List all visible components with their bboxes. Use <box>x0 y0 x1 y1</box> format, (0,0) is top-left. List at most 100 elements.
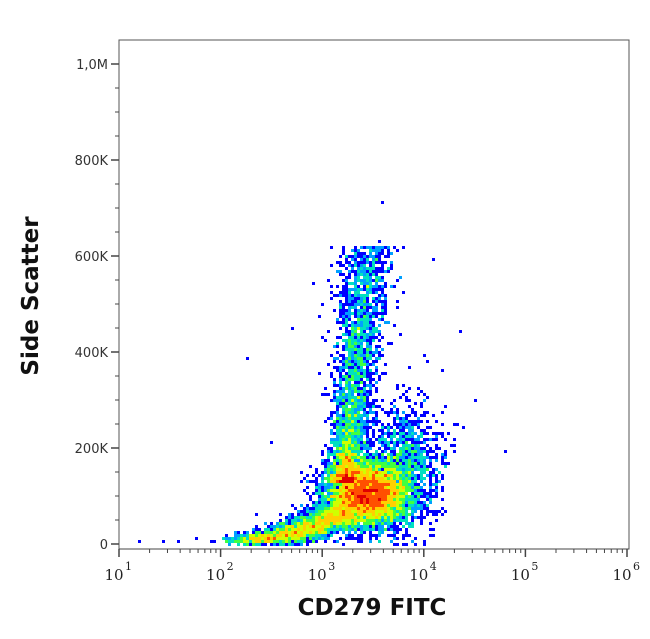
density-cell <box>351 327 354 330</box>
density-cell <box>303 528 306 531</box>
density-cell <box>351 477 354 480</box>
density-cell <box>339 537 342 540</box>
density-cell <box>324 528 327 531</box>
density-cell <box>402 462 405 465</box>
density-cell <box>324 387 327 390</box>
density-cell <box>441 423 444 426</box>
density-cell <box>345 441 348 444</box>
density-cell <box>348 459 351 462</box>
density-cell <box>381 459 384 462</box>
density-cell <box>390 411 393 414</box>
density-cell <box>363 270 366 273</box>
density-cell <box>339 300 342 303</box>
density-cell <box>387 462 390 465</box>
density-cell <box>378 534 381 537</box>
density-cell <box>384 303 387 306</box>
density-cell <box>249 543 252 546</box>
density-cell <box>228 537 231 540</box>
density-cell <box>357 327 360 330</box>
density-cell <box>420 414 423 417</box>
density-cell <box>330 477 333 480</box>
density-cell <box>399 441 402 444</box>
density-cell <box>297 516 300 519</box>
density-cell <box>420 495 423 498</box>
density-cell <box>234 531 237 534</box>
density-cell <box>381 318 384 321</box>
density-cell <box>423 354 426 357</box>
density-cell <box>339 501 342 504</box>
density-cell <box>414 486 417 489</box>
density-cell <box>369 408 372 411</box>
density-cell <box>423 411 426 414</box>
density-cell <box>342 303 345 306</box>
density-cell <box>435 468 438 471</box>
x-tick-label-exponent: 5 <box>531 560 538 573</box>
density-cell <box>402 246 405 249</box>
density-cell <box>438 480 441 483</box>
density-cell <box>396 300 399 303</box>
density-cell <box>381 504 384 507</box>
density-cell <box>342 390 345 393</box>
density-cell <box>417 498 420 501</box>
density-cell <box>402 513 405 516</box>
density-cell <box>399 519 402 522</box>
density-cell <box>402 468 405 471</box>
density-cell <box>369 249 372 252</box>
density-cell <box>351 525 354 528</box>
density-cell <box>360 489 363 492</box>
density-cell <box>345 516 348 519</box>
density-cell <box>225 537 228 540</box>
density-cell <box>456 423 459 426</box>
density-cell <box>408 507 411 510</box>
density-cell <box>375 462 378 465</box>
density-cell <box>210 540 213 543</box>
density-cell <box>333 426 336 429</box>
density-cell <box>372 534 375 537</box>
density-cell <box>384 306 387 309</box>
density-cell <box>411 450 414 453</box>
density-cell <box>342 498 345 501</box>
density-cell <box>318 495 321 498</box>
x-tick-label-base: 10 <box>511 566 530 584</box>
density-cell <box>378 498 381 501</box>
density-cell <box>504 450 507 453</box>
density-cell <box>417 495 420 498</box>
density-cell <box>285 522 288 525</box>
density-cell <box>381 399 384 402</box>
density-cell <box>414 516 417 519</box>
density-cell <box>345 375 348 378</box>
density-cell <box>411 480 414 483</box>
x-tick-label-exponent: 6 <box>633 560 640 573</box>
density-cell <box>381 441 384 444</box>
density-cell <box>360 357 363 360</box>
density-cell <box>411 507 414 510</box>
density-cell <box>354 387 357 390</box>
density-cell <box>399 477 402 480</box>
density-cell <box>363 309 366 312</box>
density-cell <box>429 438 432 441</box>
density-cell <box>387 501 390 504</box>
density-cell <box>390 486 393 489</box>
density-cell <box>420 486 423 489</box>
density-cell <box>429 486 432 489</box>
density-cell <box>393 246 396 249</box>
density-cell <box>408 444 411 447</box>
density-cell <box>270 525 273 528</box>
density-cell <box>339 483 342 486</box>
density-cell <box>408 501 411 504</box>
density-cell <box>321 507 324 510</box>
density-cell <box>354 246 357 249</box>
density-cell <box>333 483 336 486</box>
density-cell <box>402 501 405 504</box>
density-cell <box>366 315 369 318</box>
density-cell <box>306 519 309 522</box>
density-cell <box>318 483 321 486</box>
density-cell <box>369 312 372 315</box>
density-cell <box>393 495 396 498</box>
density-cell <box>369 264 372 267</box>
density-cell <box>369 489 372 492</box>
density-cell <box>405 447 408 450</box>
density-cell <box>375 468 378 471</box>
density-cell <box>375 477 378 480</box>
density-cell <box>354 396 357 399</box>
